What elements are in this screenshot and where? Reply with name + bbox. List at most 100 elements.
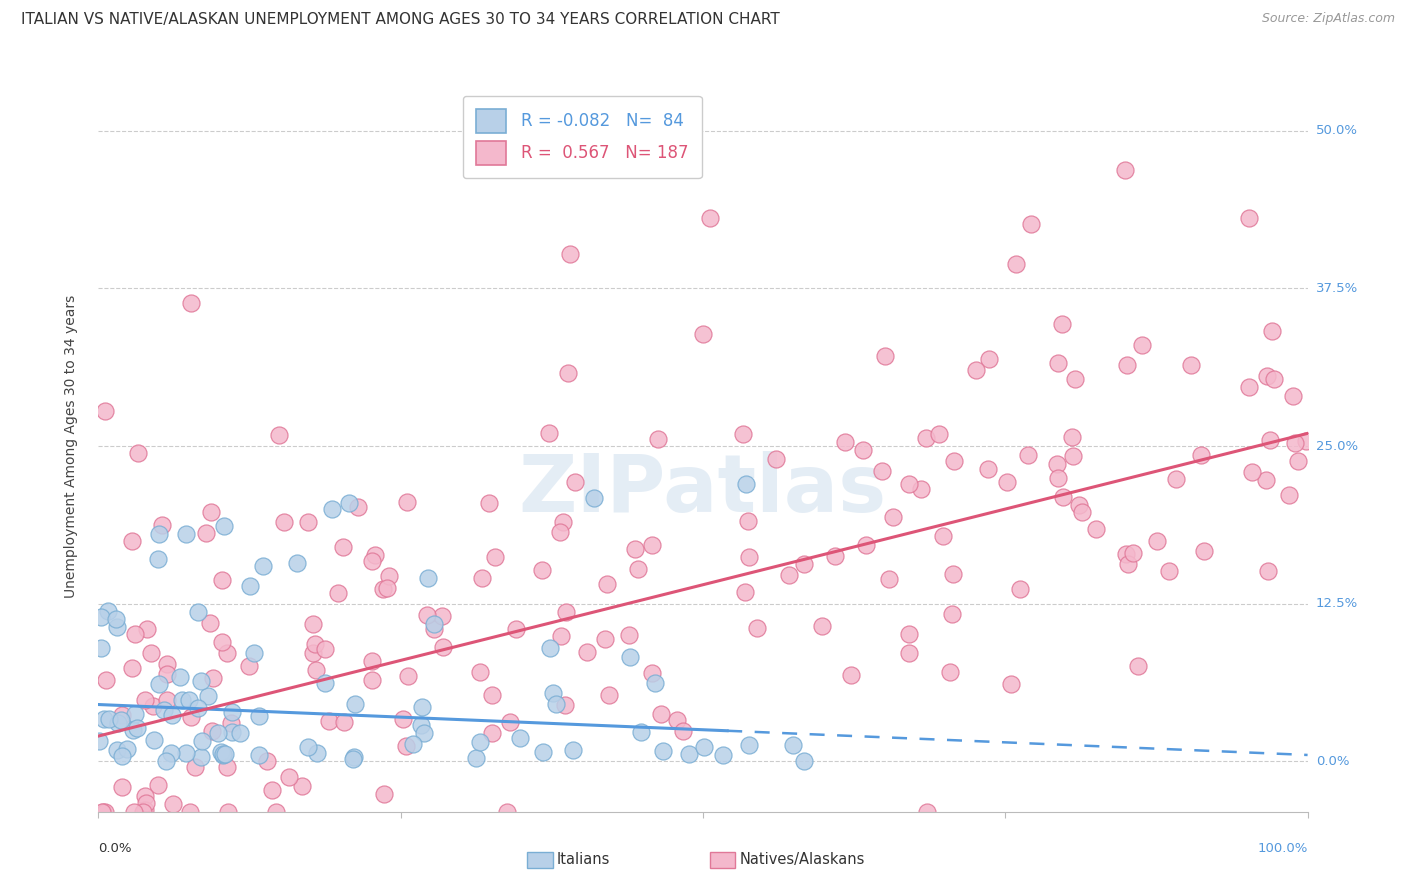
Point: [942, 567, 965, 582]
Point: [180, 295, 202, 310]
Point: [148, 778, 170, 792]
Point: [211, 747, 233, 762]
Point: [91, 805, 114, 819]
Point: [143, 732, 166, 747]
Point: [1157, 564, 1180, 578]
Point: [897, 477, 920, 491]
Point: [1263, 372, 1285, 386]
Point: [630, 724, 652, 739]
Point: [882, 510, 904, 524]
Point: [127, 446, 149, 460]
Point: [200, 505, 222, 519]
Point: [190, 734, 212, 748]
Point: [93, 805, 115, 819]
Point: [557, 366, 579, 380]
Text: 12.5%: 12.5%: [1316, 597, 1358, 610]
Point: [562, 743, 585, 757]
Point: [90, 610, 112, 624]
Point: [297, 739, 319, 754]
Point: [1046, 457, 1069, 471]
Point: [839, 668, 862, 682]
Point: [1071, 505, 1094, 519]
Point: [997, 475, 1019, 489]
Point: [105, 612, 128, 626]
Point: [1295, 434, 1317, 448]
Point: [239, 579, 262, 593]
Point: [1180, 358, 1202, 372]
Point: [471, 571, 494, 585]
Point: [977, 351, 1000, 366]
Point: [156, 657, 179, 671]
Point: [371, 582, 394, 596]
Point: [332, 541, 354, 555]
Point: [187, 605, 209, 619]
Point: [1062, 450, 1084, 464]
Point: [644, 675, 666, 690]
Point: [509, 731, 531, 746]
Point: [287, 556, 309, 570]
Point: [396, 669, 419, 683]
Point: [89, 733, 111, 747]
Text: 37.5%: 37.5%: [1316, 282, 1358, 295]
Point: [256, 754, 278, 768]
Point: [1046, 356, 1069, 370]
Point: [411, 700, 433, 714]
Point: [910, 483, 932, 497]
Point: [314, 642, 336, 657]
Point: [321, 502, 343, 516]
Point: [422, 617, 444, 632]
Point: [139, 647, 162, 661]
Point: [555, 606, 578, 620]
Point: [1284, 436, 1306, 450]
Point: [548, 524, 571, 539]
Point: [1050, 317, 1073, 331]
Point: [304, 637, 326, 651]
Point: [174, 527, 197, 541]
Point: [1046, 471, 1069, 485]
Point: [416, 571, 439, 585]
Point: [1017, 448, 1039, 462]
Point: [169, 670, 191, 684]
Point: [1069, 498, 1091, 512]
Point: [198, 615, 221, 630]
Point: [217, 805, 239, 819]
Point: [413, 725, 436, 739]
Point: [1122, 546, 1144, 560]
Point: [156, 693, 179, 707]
Point: [221, 725, 243, 739]
Point: [243, 647, 266, 661]
Point: [264, 805, 287, 819]
Point: [465, 751, 488, 765]
Point: [481, 688, 503, 702]
Point: [172, 692, 194, 706]
Point: [111, 748, 134, 763]
Point: [94, 673, 117, 687]
Point: [122, 805, 145, 819]
Point: [1116, 359, 1139, 373]
Point: [914, 431, 936, 445]
Point: [110, 714, 132, 728]
Point: [121, 723, 143, 737]
Point: [132, 805, 155, 819]
Point: [402, 737, 425, 751]
Point: [221, 715, 243, 730]
Point: [1286, 454, 1309, 468]
Point: [432, 640, 454, 654]
Point: [672, 724, 695, 739]
Point: [505, 622, 527, 636]
Point: [852, 442, 875, 457]
Point: [484, 550, 506, 565]
Point: [314, 676, 336, 690]
Point: [576, 645, 599, 659]
Point: [107, 715, 129, 730]
Point: [678, 747, 700, 761]
Point: [97, 604, 120, 618]
Point: [159, 747, 181, 761]
Point: [1116, 557, 1139, 571]
Point: [551, 516, 574, 530]
Point: [596, 576, 619, 591]
Point: [273, 516, 295, 530]
Text: 100.0%: 100.0%: [1257, 842, 1308, 855]
Point: [395, 495, 418, 509]
Point: [793, 557, 815, 571]
